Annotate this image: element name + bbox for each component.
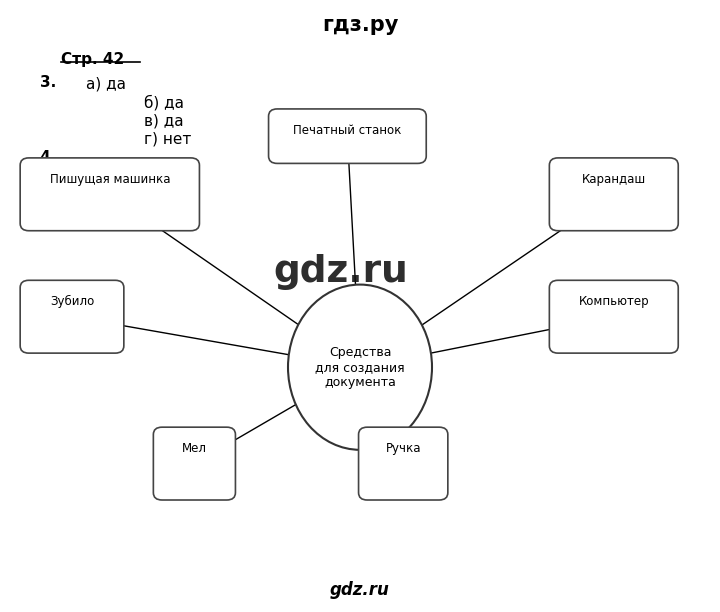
Text: 3.: 3. xyxy=(40,75,56,90)
Ellipse shape xyxy=(288,285,432,450)
Text: Пишущая машинка: Пишущая машинка xyxy=(50,173,170,185)
Text: Ручка: Ручка xyxy=(385,442,421,455)
Text: gdz.ru: gdz.ru xyxy=(330,581,390,599)
FancyBboxPatch shape xyxy=(20,158,199,231)
FancyBboxPatch shape xyxy=(269,109,426,163)
FancyBboxPatch shape xyxy=(20,280,124,353)
Text: в) да: в) да xyxy=(144,113,184,129)
Text: Зубило: Зубило xyxy=(50,295,94,308)
FancyBboxPatch shape xyxy=(549,158,678,231)
Text: Карандаш: Карандаш xyxy=(582,173,646,185)
FancyBboxPatch shape xyxy=(549,280,678,353)
Text: 4.: 4. xyxy=(40,150,56,165)
Text: gdz.ru: gdz.ru xyxy=(274,255,408,290)
Text: Печатный станок: Печатный станок xyxy=(293,124,402,136)
FancyBboxPatch shape xyxy=(153,427,235,500)
FancyBboxPatch shape xyxy=(359,427,448,500)
Text: Стр. 42: Стр. 42 xyxy=(61,52,125,67)
Text: Средства
для создания
документа: Средства для создания документа xyxy=(315,346,405,389)
Text: гдз.ру: гдз.ру xyxy=(322,15,398,35)
Text: г) нет: г) нет xyxy=(144,132,192,147)
Text: Мел: Мел xyxy=(182,442,207,455)
Text: Компьютер: Компьютер xyxy=(578,295,649,308)
Text: а) да: а) да xyxy=(86,76,127,92)
Text: б) да: б) да xyxy=(144,95,184,111)
